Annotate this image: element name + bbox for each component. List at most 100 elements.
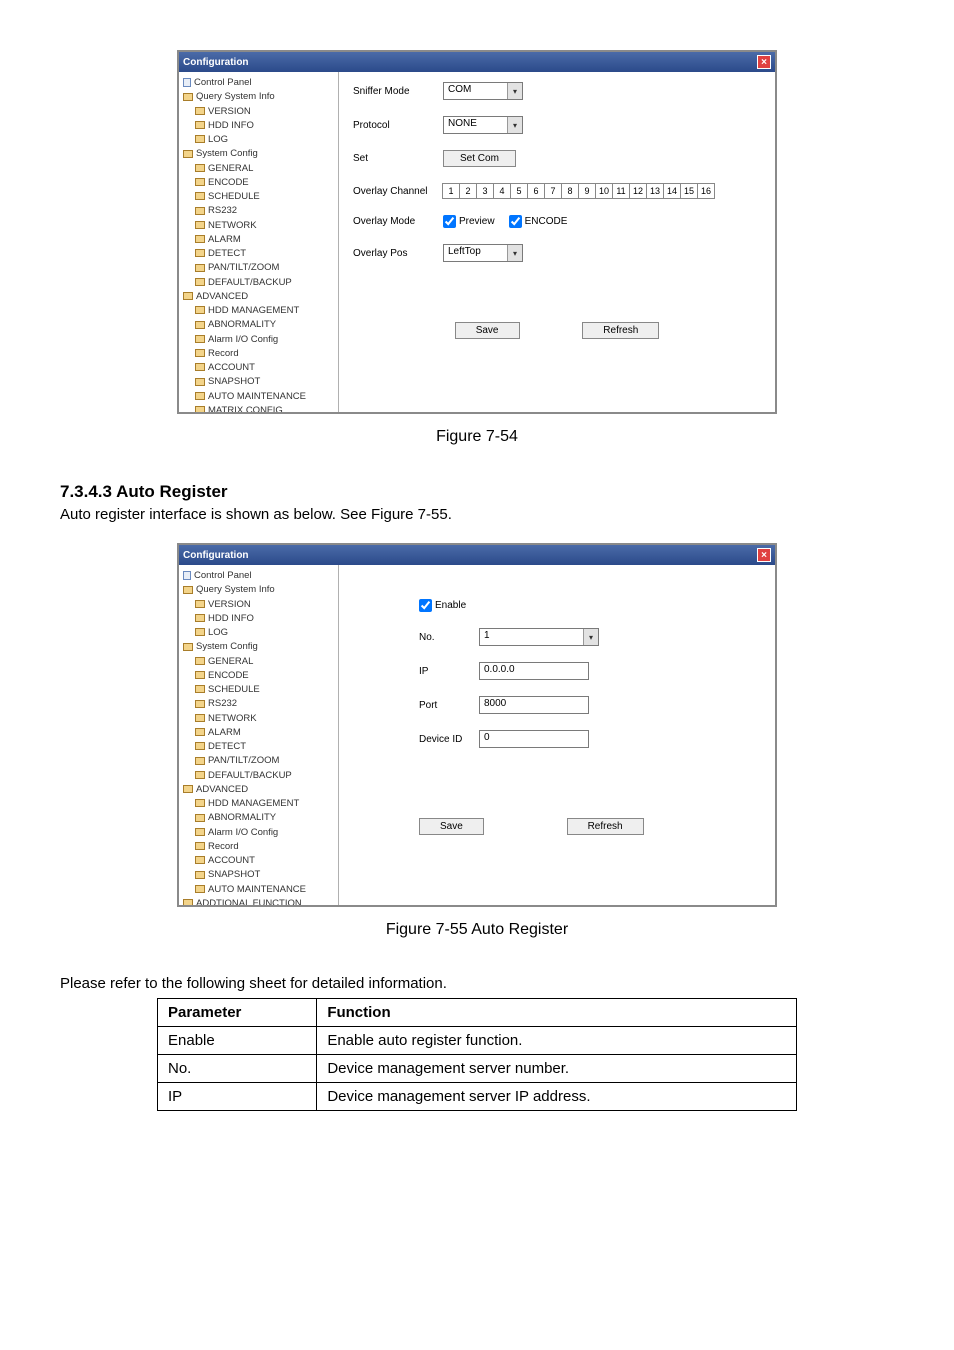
table-row: No.Device management server number. bbox=[158, 1055, 797, 1083]
channel-cell[interactable]: 7 bbox=[544, 183, 562, 199]
tree-item[interactable]: ENCODE bbox=[195, 176, 336, 190]
tree-item[interactable]: GENERAL bbox=[195, 162, 336, 176]
chevron-down-icon bbox=[507, 245, 522, 261]
tree-item[interactable]: NETWORK bbox=[195, 712, 336, 726]
encode-checkbox[interactable]: ENCODE bbox=[509, 215, 568, 228]
device-id-label: Device ID bbox=[419, 734, 479, 745]
channel-cell[interactable]: 16 bbox=[697, 183, 715, 199]
channel-cell[interactable]: 12 bbox=[629, 183, 647, 199]
channel-cell[interactable]: 4 bbox=[493, 183, 511, 199]
tree-item[interactable]: ACCOUNT bbox=[195, 854, 336, 868]
tree-item[interactable]: ABNORMALITY bbox=[195, 318, 336, 332]
settings-panel: Sniffer Mode COM Protocol NONE Set Set C… bbox=[339, 72, 775, 412]
port-input[interactable]: 8000 bbox=[479, 696, 589, 714]
tree-item[interactable]: VERSION bbox=[195, 598, 336, 612]
settings-panel: Enable No. 1 IP 0.0.0.0 Port 8000 Device… bbox=[339, 565, 775, 905]
channel-cell[interactable]: 13 bbox=[646, 183, 664, 199]
tree-item[interactable]: Alarm I/O Config bbox=[195, 333, 336, 347]
figure-754: Configuration × Control PanelQuery Syste… bbox=[177, 50, 777, 414]
sniffer-mode-label: Sniffer Mode bbox=[353, 86, 443, 97]
overlay-pos-select[interactable]: LeftTop bbox=[443, 244, 523, 262]
tree-item[interactable]: RS232 bbox=[195, 204, 336, 218]
tree-item[interactable]: SCHEDULE bbox=[195, 190, 336, 204]
no-label: No. bbox=[419, 632, 479, 643]
no-select[interactable]: 1 bbox=[479, 628, 599, 646]
tree-item[interactable]: PAN/TILT/ZOOM bbox=[195, 754, 336, 768]
tree-item[interactable]: Record bbox=[195, 840, 336, 854]
tree-item[interactable]: HDD INFO bbox=[195, 119, 336, 133]
channel-cell[interactable]: 2 bbox=[459, 183, 477, 199]
refresh-button[interactable]: Refresh bbox=[567, 818, 644, 835]
tree-item[interactable]: DETECT bbox=[195, 247, 336, 261]
window-title: Configuration bbox=[183, 57, 249, 68]
table-header: Parameter bbox=[158, 999, 317, 1027]
tree-item[interactable]: DEFAULT/BACKUP bbox=[195, 769, 336, 783]
tree-item[interactable]: DEFAULT/BACKUP bbox=[195, 276, 336, 290]
ip-input[interactable]: 0.0.0.0 bbox=[479, 662, 589, 680]
device-id-input[interactable]: 0 bbox=[479, 730, 589, 748]
channel-cell[interactable]: 3 bbox=[476, 183, 494, 199]
save-button[interactable]: Save bbox=[419, 818, 484, 835]
tree-item[interactable]: NETWORK bbox=[195, 219, 336, 233]
tree-item[interactable]: ABNORMALITY bbox=[195, 811, 336, 825]
config-window-2: Configuration × Control PanelQuery Syste… bbox=[177, 543, 777, 907]
overlay-mode-label: Overlay Mode bbox=[353, 216, 443, 227]
port-label: Port bbox=[419, 700, 479, 711]
channel-cell[interactable]: 15 bbox=[680, 183, 698, 199]
tree-item[interactable]: GENERAL bbox=[195, 655, 336, 669]
config-window-1: Configuration × Control PanelQuery Syste… bbox=[177, 50, 777, 414]
tree-item[interactable]: Alarm I/O Config bbox=[195, 826, 336, 840]
tree-item[interactable]: HDD INFO bbox=[195, 612, 336, 626]
tree-item[interactable]: DETECT bbox=[195, 740, 336, 754]
sniffer-mode-select[interactable]: COM bbox=[443, 82, 523, 100]
overlay-pos-label: Overlay Pos bbox=[353, 248, 443, 259]
figure-755: Configuration × Control PanelQuery Syste… bbox=[177, 543, 777, 907]
close-icon[interactable]: × bbox=[757, 548, 771, 562]
tree-item[interactable]: ENCODE bbox=[195, 669, 336, 683]
titlebar: Configuration × bbox=[179, 52, 775, 72]
tree-item[interactable]: ACCOUNT bbox=[195, 361, 336, 375]
info-line: Please refer to the following sheet for … bbox=[60, 975, 894, 992]
protocol-select[interactable]: NONE bbox=[443, 116, 523, 134]
tree-item[interactable]: AUTO MAINTENANCE bbox=[195, 390, 336, 404]
tree-item[interactable]: VERSION bbox=[195, 105, 336, 119]
tree-item[interactable]: LOG bbox=[195, 626, 336, 640]
channel-cell[interactable]: 5 bbox=[510, 183, 528, 199]
channel-cell[interactable]: 14 bbox=[663, 183, 681, 199]
channel-grid[interactable]: 12345678910111213141516 bbox=[443, 183, 715, 199]
close-icon[interactable]: × bbox=[757, 55, 771, 69]
save-button[interactable]: Save bbox=[455, 322, 520, 339]
refresh-button[interactable]: Refresh bbox=[582, 322, 659, 339]
nav-tree[interactable]: Control PanelQuery System InfoVERSIONHDD… bbox=[179, 565, 339, 905]
enable-checkbox[interactable]: Enable bbox=[419, 599, 466, 612]
tree-item[interactable]: SNAPSHOT bbox=[195, 868, 336, 882]
tree-item[interactable]: PAN/TILT/ZOOM bbox=[195, 261, 336, 275]
channel-cell[interactable]: 10 bbox=[595, 183, 613, 199]
params-table: Parameter Function EnableEnable auto reg… bbox=[157, 998, 797, 1111]
tree-item[interactable]: RS232 bbox=[195, 697, 336, 711]
section-body: Auto register interface is shown as belo… bbox=[60, 506, 894, 523]
tree-item[interactable]: HDD MANAGEMENT bbox=[195, 797, 336, 811]
preview-checkbox[interactable]: Preview bbox=[443, 215, 495, 228]
tree-item[interactable]: LOG bbox=[195, 133, 336, 147]
nav-tree[interactable]: Control PanelQuery System InfoVERSIONHDD… bbox=[179, 72, 339, 412]
tree-item[interactable]: SNAPSHOT bbox=[195, 375, 336, 389]
channel-cell[interactable]: 1 bbox=[442, 183, 460, 199]
tree-item[interactable]: HDD MANAGEMENT bbox=[195, 304, 336, 318]
tree-item[interactable]: MATRIX CONFIG bbox=[195, 404, 336, 412]
table-header: Function bbox=[317, 999, 797, 1027]
table-row: EnableEnable auto register function. bbox=[158, 1027, 797, 1055]
tree-item[interactable]: ALARM bbox=[195, 726, 336, 740]
channel-cell[interactable]: 6 bbox=[527, 183, 545, 199]
tree-item[interactable]: AUTO MAINTENANCE bbox=[195, 883, 336, 897]
set-com-button[interactable]: Set Com bbox=[443, 150, 516, 167]
tree-item[interactable]: ALARM bbox=[195, 233, 336, 247]
tree-item[interactable]: Record bbox=[195, 347, 336, 361]
chevron-down-icon bbox=[507, 83, 522, 99]
channel-cell[interactable]: 11 bbox=[612, 183, 630, 199]
protocol-label: Protocol bbox=[353, 120, 443, 131]
tree-item[interactable]: SCHEDULE bbox=[195, 683, 336, 697]
channel-cell[interactable]: 8 bbox=[561, 183, 579, 199]
set-label: Set bbox=[353, 153, 443, 164]
channel-cell[interactable]: 9 bbox=[578, 183, 596, 199]
